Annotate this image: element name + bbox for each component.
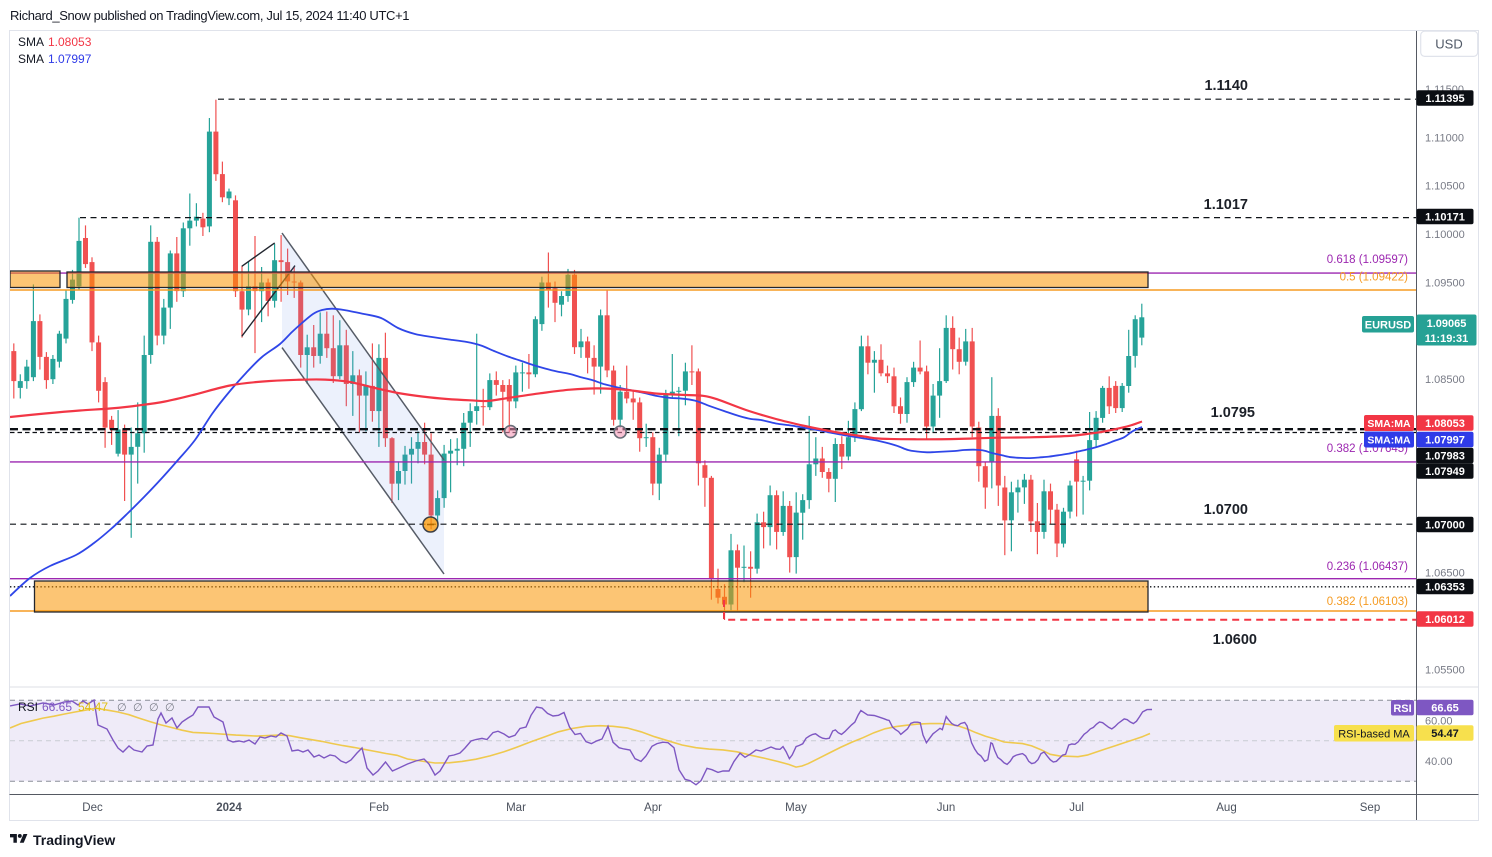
svg-text:1.06500: 1.06500 [1425,568,1465,580]
svg-text:1.06353: 1.06353 [1425,581,1465,593]
svg-text:1.07000: 1.07000 [1425,519,1465,531]
svg-text:RSI-based MA: RSI-based MA [1338,729,1410,741]
svg-text:Mar: Mar [506,802,526,814]
svg-text:SMA: SMA [18,35,44,49]
svg-text:Jul: Jul [1069,802,1084,814]
svg-text:1.0600: 1.0600 [1213,632,1257,648]
svg-text:0.5 (1.09422): 0.5 (1.09422) [1340,272,1409,284]
svg-text:Apr: Apr [644,802,662,814]
svg-text:1.11395: 1.11395 [1425,93,1464,105]
svg-text:1.07997: 1.07997 [48,52,92,66]
svg-text:Aug: Aug [1216,802,1236,814]
svg-text:0.382 (1.06103): 0.382 (1.06103) [1327,596,1408,608]
svg-text:Feb: Feb [369,802,389,814]
svg-text:2024: 2024 [216,802,242,814]
svg-text:USD: USD [1435,37,1462,52]
svg-text:May: May [785,802,807,814]
svg-text:0.618 (1.09597): 0.618 (1.09597) [1327,254,1408,266]
svg-text:1.11000: 1.11000 [1425,132,1464,144]
svg-text:1.06012: 1.06012 [1425,614,1465,626]
svg-text:1.10500: 1.10500 [1425,181,1465,193]
svg-text:1.07997: 1.07997 [1425,434,1465,446]
svg-text:1.08500: 1.08500 [1425,374,1465,386]
svg-text:Sep: Sep [1360,802,1380,814]
svg-text:1.1140: 1.1140 [1204,78,1248,94]
svg-text:0.236 (1.06437): 0.236 (1.06437) [1327,561,1408,573]
svg-text:Jun: Jun [937,802,956,814]
svg-text:SMA:MA: SMA:MA [1367,418,1411,430]
svg-text:RSI: RSI [1393,703,1411,715]
svg-text:TradingView: TradingView [33,832,115,848]
svg-text:1.05500: 1.05500 [1425,664,1465,676]
svg-text:∅: ∅ [149,702,159,714]
svg-text:EURUSD: EURUSD [1365,320,1412,332]
svg-text:Richard_Snow published on Trad: Richard_Snow published on TradingView.co… [10,8,409,23]
svg-text:Dec: Dec [82,802,103,814]
svg-text:1.09500: 1.09500 [1425,277,1465,289]
svg-text:∅: ∅ [117,702,127,714]
svg-text:1.07949: 1.07949 [1425,466,1465,478]
svg-text:1.07983: 1.07983 [1425,450,1465,462]
svg-text:1.08053: 1.08053 [1425,418,1465,430]
svg-text:66.65: 66.65 [42,700,72,714]
svg-text:∅: ∅ [165,702,175,714]
svg-text:1.0700: 1.0700 [1204,502,1248,518]
svg-text:11:19:31: 11:19:31 [1425,333,1468,345]
svg-text:SMA:MA: SMA:MA [1367,435,1411,447]
svg-text:1.0795: 1.0795 [1211,405,1255,421]
svg-text:66.65: 66.65 [1431,702,1459,714]
svg-text:SMA: SMA [18,52,44,66]
svg-text:1.1017: 1.1017 [1204,197,1248,213]
svg-text:60.00: 60.00 [1425,716,1453,728]
svg-text:1.10171: 1.10171 [1425,212,1465,224]
svg-text:1.08053: 1.08053 [48,35,92,49]
svg-text:RSI: RSI [18,700,38,714]
svg-text:1.10000: 1.10000 [1425,229,1465,241]
svg-text:54.47: 54.47 [1431,728,1459,740]
svg-text:1.09065: 1.09065 [1427,318,1467,330]
svg-text:54.47: 54.47 [78,700,108,714]
svg-text:∅: ∅ [133,702,143,714]
svg-text:40.00: 40.00 [1425,756,1453,768]
